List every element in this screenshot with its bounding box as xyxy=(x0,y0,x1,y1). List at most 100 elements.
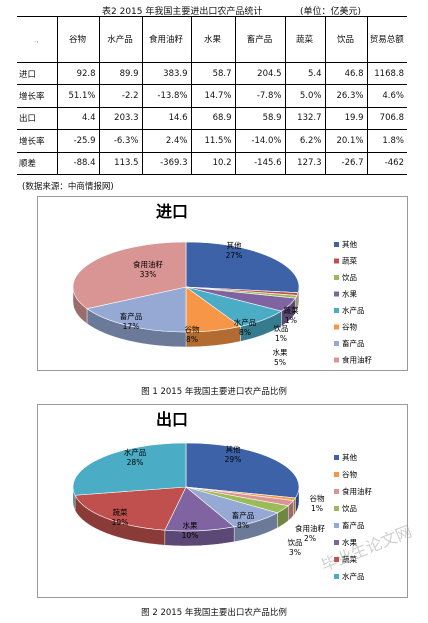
data-source-note: (数据来源：中商情报网) xyxy=(22,182,114,192)
import-pie-chart: 进口 其他 27% 蔬菜 1% 饮品 1% 水果 5% 水产品 8% 谷物 8% 畜产品 17% 食用油籽 33… xyxy=(37,196,408,371)
legend-item-食用油籽: 食用油籽 xyxy=(334,355,372,365)
table-cell: 1.8% xyxy=(366,129,407,153)
svg-text:其他: 其他 xyxy=(342,452,357,462)
table-cell: 706.8 xyxy=(366,106,407,131)
pie-label-食用油籽: 食用油籽 33% xyxy=(133,259,163,279)
stats-table: ., 谷物 水产品 食用油籽 水果 畜产品 蔬菜 饮品 贸易总额 进口 92.8… xyxy=(17,16,407,175)
table-cell: -145.6 xyxy=(234,151,285,175)
legend-item-蔬菜: 蔬菜 xyxy=(334,256,357,266)
table-row: 增长率 -25.9 -6.3% 2.4% 11.5% -14.0% 6.2% 2… xyxy=(17,129,407,153)
svg-text:畜产品: 畜产品 xyxy=(342,338,365,348)
pie-slice-水果 xyxy=(164,486,235,532)
svg-text:谷物: 谷物 xyxy=(342,322,357,332)
table-cell: 4.4 xyxy=(56,106,99,131)
legend-item-饮品: 饮品 xyxy=(334,272,357,282)
pie-label-饮品: 饮品 1% xyxy=(274,323,289,343)
table-cell: 6.2% xyxy=(284,129,325,153)
table-cell: 4.6% xyxy=(366,84,407,108)
table-cell: 10.2 xyxy=(190,151,235,175)
table-cell: 46.8 xyxy=(324,61,367,86)
export-pie-chart: 出口 其他 29% 谷物 1% 食用油籽 2% 饮品 3% 畜产品 8% 水果 10% 蔬菜 19% 水产品 2… xyxy=(37,404,408,598)
pie-slice-食用油籽 xyxy=(72,241,187,310)
svg-text:水果: 水果 xyxy=(342,289,357,299)
table-corner-cell: ., xyxy=(17,16,57,63)
table-column-header: 畜产品 xyxy=(234,16,285,63)
svg-text:其他: 其他 xyxy=(342,239,357,249)
table-cell: 58.7 xyxy=(190,61,235,86)
legend-item-水果: 水果 xyxy=(334,537,357,547)
table-cell: -88.4 xyxy=(56,151,99,175)
legend-item-谷物: 谷物 xyxy=(334,469,357,479)
table-column-header: 食用油籽 xyxy=(141,16,191,63)
pie-slice-畜产品 xyxy=(86,286,187,333)
legend-item-其他: 其他 xyxy=(334,452,357,462)
pie-label-蔬菜: 蔬菜 1% xyxy=(284,305,299,325)
table-column-header: 谷物 xyxy=(56,16,99,63)
pie-side-walls xyxy=(72,486,300,547)
legend-item-畜产品: 畜产品 xyxy=(334,338,365,348)
legend-item-其他: 其他 xyxy=(334,239,357,249)
table-cell: -25.9 xyxy=(56,129,99,153)
pie-label-谷物: 谷物 8% xyxy=(185,324,200,344)
table-cell: 132.7 xyxy=(284,106,325,131)
svg-text:水产品: 水产品 xyxy=(342,305,365,315)
legend-item-蔬菜: 蔬菜 xyxy=(334,554,357,564)
svg-text:畜产品: 畜产品 xyxy=(342,520,365,530)
svg-text:蔬菜: 蔬菜 xyxy=(342,554,357,564)
table-cell: -7.8% xyxy=(234,84,285,108)
table-cell: 19.9 xyxy=(324,106,367,131)
svg-text:饮品: 饮品 xyxy=(342,272,357,282)
table-row: 出口 4.4 203.3 14.6 68.9 58.9 132.7 19.9 7… xyxy=(17,106,407,131)
table-cell: 20.1% xyxy=(324,129,367,153)
svg-text:水果: 水果 xyxy=(342,537,357,547)
table-column-header: 饮品 xyxy=(324,16,367,63)
chart-title: 出口 xyxy=(156,410,188,429)
svg-text:饮品: 饮品 xyxy=(342,503,357,513)
legend-item-食用油籽: 食用油籽 xyxy=(334,486,372,496)
table-cell: -6.3% xyxy=(98,129,142,153)
table-row: 增长率 51.1% -2.2 -13.8% 14.7% -7.8% 5.0% 2… xyxy=(17,84,407,108)
table-cell: 68.9 xyxy=(190,106,235,131)
table-cell: 14.7% xyxy=(190,84,235,108)
table-cell: 26.3% xyxy=(324,84,367,108)
legend-item-谷物: 谷物 xyxy=(334,322,357,332)
legend-item-水产品: 水产品 xyxy=(334,571,365,581)
pie-label-谷物: 谷物 1% xyxy=(310,493,325,513)
svg-text:谷物: 谷物 xyxy=(342,469,357,479)
pie-side-walls xyxy=(72,286,300,348)
pie-label-水产品: 水产品 8% xyxy=(234,317,257,337)
legend-item-水果: 水果 xyxy=(334,289,357,299)
pie-label-蔬菜: 蔬菜 19% xyxy=(112,507,129,527)
table-cell: -2.2 xyxy=(98,84,142,108)
table-row: 进口 92.8 89.9 383.9 58.7 204.5 5.4 46.8 1… xyxy=(17,61,407,86)
table-header-row: ., 谷物 水产品 食用油籽 水果 畜产品 蔬菜 饮品 贸易总额 xyxy=(17,16,407,63)
table-cell: 5.0% xyxy=(284,84,325,108)
table-row-label: 出口 xyxy=(17,106,57,131)
svg-text:食用油籽: 食用油籽 xyxy=(342,486,372,496)
pie-label-水果: 水果 10% xyxy=(182,520,199,540)
table-cell: 204.5 xyxy=(234,61,285,86)
pie-slice-水产品 xyxy=(72,442,187,496)
svg-text:蔬菜: 蔬菜 xyxy=(342,256,357,266)
table-cell: -14.0% xyxy=(234,129,285,153)
table-cell: 11.5% xyxy=(190,129,235,153)
pie-label-水果: 水果 5% xyxy=(273,347,288,367)
table-cell: 51.1% xyxy=(56,84,99,108)
pie-label-其他: 其他 27% xyxy=(226,240,243,260)
pie-slice-其他 xyxy=(185,241,300,293)
legend-item-水产品: 水产品 xyxy=(334,305,365,315)
table-cell: 1168.8 xyxy=(366,61,407,86)
table-column-header: 贸易总额 xyxy=(366,16,407,63)
chart-title: 进口 xyxy=(156,202,188,221)
table-cell: 92.8 xyxy=(56,61,99,86)
table-cell: 2.4% xyxy=(141,129,191,153)
table-row-label: 增长率 xyxy=(17,84,57,108)
table-cell: 113.5 xyxy=(98,151,142,175)
figure-2-caption: 图 2 2015 年我国主要出口农产品比例 xyxy=(141,608,287,618)
svg-text:水产品: 水产品 xyxy=(342,571,365,581)
pie-label-食用油籽: 食用油籽 2% xyxy=(295,523,325,543)
table-caption: 表2 2015 年我国主要进出口农产品统计 xyxy=(102,7,263,17)
svg-text:食用油籽: 食用油籽 xyxy=(342,355,372,365)
table-cell: -462 xyxy=(366,151,407,175)
